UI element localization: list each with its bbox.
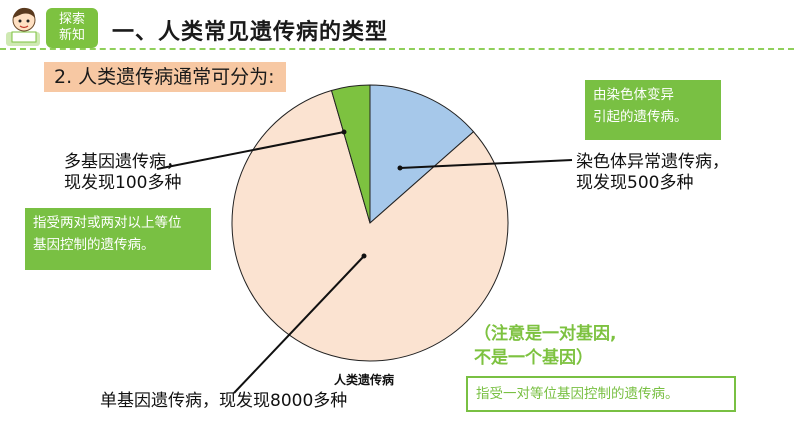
subtitle-banner: 2. 人类遗传病通常可分为:	[44, 62, 286, 92]
label-multi-gene-line2: 现发现100多种	[64, 173, 182, 193]
section-badge-line2: 新知	[58, 28, 85, 43]
label-multi-gene: 多基因遗传病， 现发现100多种	[64, 152, 183, 194]
label-multi-gene-line1: 多基因遗传病，	[64, 152, 183, 172]
note-chromosome-line2: 引起的遗传病。	[593, 109, 688, 125]
header: 探索 新知 一、人类常见遗传病的类型	[0, 0, 794, 52]
pie-title: 人类遗传病	[334, 372, 394, 387]
warning-note: （注意是一对基因, 不是一个基因）	[474, 322, 616, 370]
mascot-icon	[6, 7, 40, 46]
label-chromosome-line1: 染色体异常遗传病，	[576, 152, 729, 172]
warning-note-line2: 不是一个基因）	[474, 348, 593, 368]
note-single-gene: 指受一对等位基因控制的遗传病。	[466, 376, 736, 412]
note-multi-gene: 指受两对或两对以上等位 基因控制的遗传病。	[25, 208, 211, 270]
header-divider	[0, 48, 794, 50]
leader-line-multi-gene	[156, 131, 345, 170]
note-multi-gene-line2: 基因控制的遗传病。	[33, 237, 155, 253]
note-chromosome: 由染色体变异 引起的遗传病。	[585, 80, 721, 140]
section-badge-line1: 探索	[58, 12, 85, 27]
leader-dot-single-gene	[361, 253, 367, 259]
note-chromosome-line1: 由染色体变异	[593, 87, 674, 103]
label-single-gene: 单基因遗传病，现发现8000多种	[100, 391, 348, 411]
pie-slice-multi-gene	[330, 84, 371, 224]
label-chromosome: 染色体异常遗传病， 现发现500多种	[576, 152, 729, 194]
pie-slice-single-gene	[231, 89, 509, 362]
leader-line-single-gene	[233, 255, 365, 394]
leader-dot-chromosome	[397, 165, 403, 171]
note-multi-gene-line1: 指受两对或两对以上等位	[33, 215, 182, 231]
page-title: 一、人类常见遗传病的类型	[112, 20, 389, 45]
section-badge: 探索 新知	[46, 8, 98, 48]
pie-slice-chromosome	[369, 84, 475, 225]
warning-note-line1: （注意是一对基因,	[474, 324, 617, 344]
leader-dot-multi-gene	[341, 129, 347, 135]
label-chromosome-line2: 现发现500多种	[576, 173, 694, 193]
leader-line-chromosome	[399, 159, 573, 169]
